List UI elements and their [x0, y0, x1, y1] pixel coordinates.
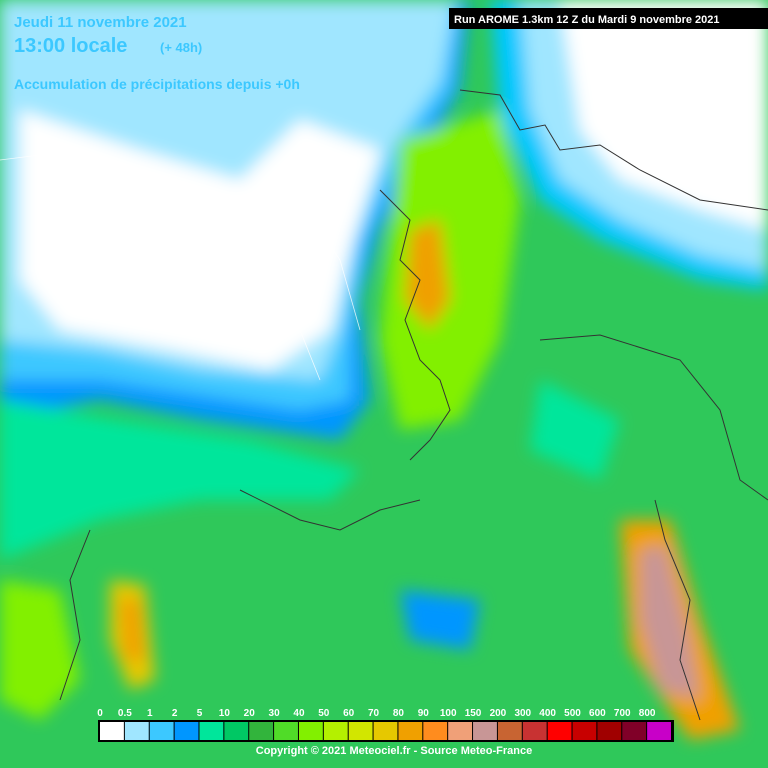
- legend-label: 10: [219, 708, 231, 719]
- legend-swatch: [398, 722, 423, 740]
- legend-label: 500: [564, 708, 581, 719]
- legend-label: 80: [393, 708, 405, 719]
- legend-label: 100: [440, 708, 457, 719]
- legend-swatch: [174, 722, 199, 740]
- legend-label: 60: [343, 708, 355, 719]
- borders: [59, 89, 768, 721]
- legend-label: 300: [514, 708, 531, 719]
- legend-swatch: [497, 722, 522, 740]
- legend-label: 150: [465, 708, 482, 719]
- regions: [0, 149, 361, 381]
- legend-label: 1: [147, 708, 153, 719]
- copyright: Copyright © 2021 Meteociel.fr - Source M…: [256, 745, 532, 757]
- legend-swatch: [274, 722, 298, 740]
- legend-label: 700: [614, 708, 631, 719]
- legend-swatch: [572, 722, 597, 740]
- legend-swatch: [622, 722, 647, 740]
- legend-swatch: [522, 722, 547, 740]
- legend-swatch: [597, 722, 622, 740]
- run-label: Run AROME 1.3km 12 Z du Mardi 9 novembre…: [454, 14, 720, 26]
- precip-fields: [0, 0, 768, 740]
- legend-label: 800: [639, 708, 656, 719]
- legend: 0 0.5 1 2 5 10 20 30 40 50 60 70 80 90 100 150 200 300 400…: [97, 708, 674, 742]
- forecast-offset: (+ 48h): [160, 40, 202, 55]
- legend-label: 50: [318, 708, 330, 719]
- legend-label: 20: [244, 708, 256, 719]
- legend-swatch: [298, 722, 323, 740]
- legend-swatch: [473, 722, 497, 740]
- legend-label: 400: [539, 708, 556, 719]
- forecast-date: Jeudi 11 novembre 2021: [14, 14, 187, 31]
- legend-label: 70: [368, 708, 380, 719]
- legend-swatch: [100, 722, 124, 740]
- legend-label: 200: [490, 708, 507, 719]
- legend-swatch: [149, 722, 174, 740]
- legend-swatch: [124, 722, 149, 740]
- legend-label: 40: [293, 708, 305, 719]
- legend-label: 90: [418, 708, 430, 719]
- legend-label: 2: [172, 708, 178, 719]
- legend-swatch: [423, 722, 448, 740]
- legend-swatch: [647, 722, 671, 740]
- legend-label: 0: [97, 708, 103, 719]
- legend-swatch: [224, 722, 249, 740]
- legend-swatch: [547, 722, 572, 740]
- run-box: [449, 8, 768, 29]
- legend-label: 5: [197, 708, 203, 719]
- legend-swatch: [373, 722, 398, 740]
- legend-label: 0.5: [118, 708, 132, 719]
- legend-label: 600: [589, 708, 606, 719]
- map-subtitle: Accumulation de précipitations depuis +0…: [14, 76, 300, 92]
- legend-swatch: [348, 722, 373, 740]
- legend-swatch: [199, 722, 224, 740]
- legend-swatch: [448, 722, 473, 740]
- legend-label: 30: [269, 708, 281, 719]
- forecast-time: 13:00 locale: [14, 35, 127, 57]
- legend-swatch: [323, 722, 348, 740]
- legend-swatch: [249, 722, 274, 740]
